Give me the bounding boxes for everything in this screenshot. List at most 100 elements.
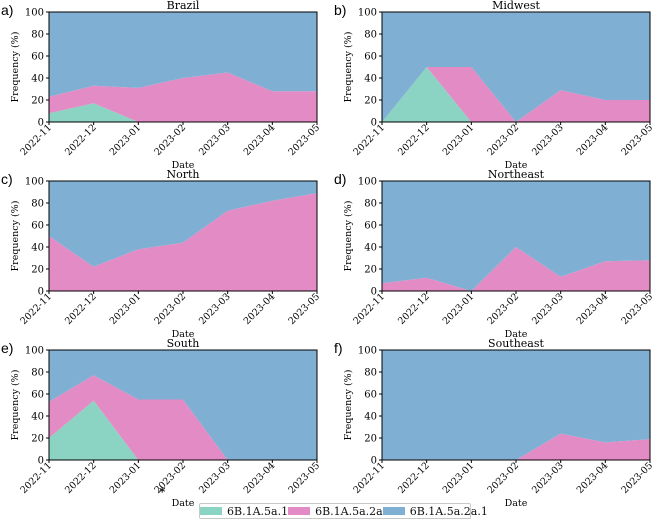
- area-series: [49, 375, 317, 460]
- x-tick-label: 2022-11: [18, 291, 54, 327]
- y-tick-label: 100: [25, 8, 44, 19]
- y-tick-label: 100: [358, 8, 377, 19]
- y-tick-label: 100: [25, 346, 44, 357]
- x-tick-label: 2023-03: [197, 291, 233, 327]
- x-tick-label: 2023-04: [575, 460, 611, 496]
- panel-title: Southeast: [488, 337, 544, 350]
- panel-letter: f): [334, 340, 343, 356]
- y-tick-label: 100: [358, 346, 377, 357]
- y-tick-label: 100: [358, 177, 377, 188]
- area-series: [382, 67, 650, 122]
- y-tick-label: 60: [31, 390, 44, 401]
- area-series: [382, 247, 650, 291]
- x-tick-label: 2023-04: [575, 122, 611, 158]
- x-tick-label: 2023-01: [441, 460, 477, 496]
- y-axis-label: Frequency (%): [343, 201, 354, 272]
- legend: 6B.1A.5a.1 6B.1A.5a.2a 6B.1A.5a.2a.1: [199, 503, 488, 519]
- x-tick-label: 2022-11: [351, 122, 387, 158]
- chart-panel-north: 0 20 40 60 80 100 2022-11 2022-12 2023-01 2023-02…: [1, 168, 322, 340]
- y-tick-label: 40: [31, 243, 44, 254]
- y-tick-label: 60: [364, 390, 377, 401]
- y-tick-label: 20: [31, 434, 44, 445]
- x-tick-label: 2023-01: [441, 122, 477, 158]
- x-tick-label: 2023-05: [286, 122, 322, 158]
- y-tick-label: 40: [364, 412, 377, 423]
- panel-title: Midwest: [492, 0, 540, 12]
- y-tick-label: 0: [371, 456, 377, 467]
- y-axis-label: Frequency (%): [10, 370, 21, 441]
- x-tick-label: 2023-03: [197, 122, 233, 158]
- legend-swatch-5a2a1: [382, 507, 405, 515]
- x-tick-label: 2022-11: [18, 122, 54, 158]
- annotation-asterisk: *: [159, 485, 166, 499]
- legend-label: 6B.1A.5a.2a.1: [409, 504, 488, 518]
- x-tick-label: 2023-04: [242, 460, 278, 496]
- x-tick-label: 2023-02: [485, 291, 521, 327]
- y-tick-label: 60: [31, 221, 44, 232]
- legend-label: 6B.1A.5a.1: [227, 504, 289, 518]
- y-tick-label: 0: [38, 287, 44, 298]
- panel-title: North: [166, 168, 199, 181]
- legend-item: 6B.1A.5a.1: [200, 505, 288, 518]
- y-tick-label: 20: [31, 265, 44, 276]
- panel-letter: a): [1, 2, 13, 18]
- x-tick-label: 2023-04: [242, 291, 278, 327]
- y-axis-label: Frequency (%): [10, 201, 21, 272]
- y-tick-label: 100: [25, 177, 44, 188]
- y-tick-label: 0: [38, 118, 44, 129]
- area-series: [49, 72, 317, 122]
- chart-panel-midwest: 0 20 40 60 80 100 2022-11 2022-12 2023-01 2023-02…: [334, 0, 655, 171]
- x-tick-label: 2023-05: [286, 291, 322, 327]
- legend-item: 6B.1A.5a.2a: [288, 505, 383, 518]
- x-tick-label: 2022-11: [351, 291, 387, 327]
- y-tick-label: 40: [31, 412, 44, 423]
- x-tick-label: 2023-01: [108, 291, 144, 327]
- x-tick-label: 2022-12: [396, 460, 432, 496]
- y-tick-label: 20: [364, 265, 377, 276]
- x-tick-label: 2023-05: [619, 460, 655, 496]
- chart-panel-south: 0 20 40 60 80 100 2022-11 2022-12 2023-01 2023-02…: [1, 337, 322, 509]
- x-tick-label: 2022-12: [396, 291, 432, 327]
- panel-letter: b): [334, 2, 346, 18]
- area-series: [49, 350, 317, 460]
- x-tick-label: 2023-02: [152, 291, 188, 327]
- x-tick-label: 2023-04: [575, 291, 611, 327]
- x-axis-label: Date: [172, 329, 195, 340]
- y-axis-label: Frequency (%): [343, 32, 354, 103]
- y-tick-label: 40: [364, 74, 377, 85]
- x-tick-label: 2023-03: [530, 291, 566, 327]
- y-tick-label: 40: [364, 243, 377, 254]
- y-axis-label: Frequency (%): [10, 32, 21, 103]
- chart-panel-southeast: 0 20 40 60 80 100 2022-11 2022-12 2023-01 2023-02…: [334, 337, 655, 509]
- x-axis-label: Date: [505, 160, 528, 171]
- y-tick-label: 20: [31, 96, 44, 107]
- x-tick-label: 2023-02: [485, 460, 521, 496]
- y-tick-label: 0: [371, 287, 377, 298]
- x-axis-label: Date: [172, 498, 195, 509]
- x-tick-label: 2022-12: [63, 291, 99, 327]
- y-tick-label: 80: [364, 30, 377, 41]
- y-tick-label: 80: [31, 30, 44, 41]
- area-series: [382, 433, 650, 460]
- legend-label: 6B.1A.5a.2a: [315, 504, 383, 518]
- y-tick-label: 80: [364, 199, 377, 210]
- x-tick-label: 2022-12: [63, 460, 99, 496]
- x-tick-label: 2023-05: [286, 460, 322, 496]
- x-tick-label: 2023-05: [619, 291, 655, 327]
- area-series: [49, 193, 317, 291]
- y-tick-label: 60: [31, 52, 44, 63]
- area-series: [49, 181, 317, 267]
- panel-letter: e): [1, 340, 13, 356]
- x-tick-label: 2023-02: [152, 460, 188, 496]
- area-series: [382, 12, 650, 122]
- y-tick-label: 60: [364, 221, 377, 232]
- x-tick-label: 2023-02: [485, 122, 521, 158]
- panel-title: Brazil: [167, 0, 200, 12]
- area-series: [382, 181, 650, 291]
- x-tick-label: 2023-03: [530, 122, 566, 158]
- area-series: [382, 350, 650, 460]
- x-tick-label: 2023-01: [108, 122, 144, 158]
- y-tick-label: 80: [364, 368, 377, 379]
- legend-item: 6B.1A.5a.2a.1: [382, 504, 488, 518]
- chart-panel-northeast: 0 20 40 60 80 100 2022-11 2022-12 2023-01 2023-02…: [334, 168, 655, 340]
